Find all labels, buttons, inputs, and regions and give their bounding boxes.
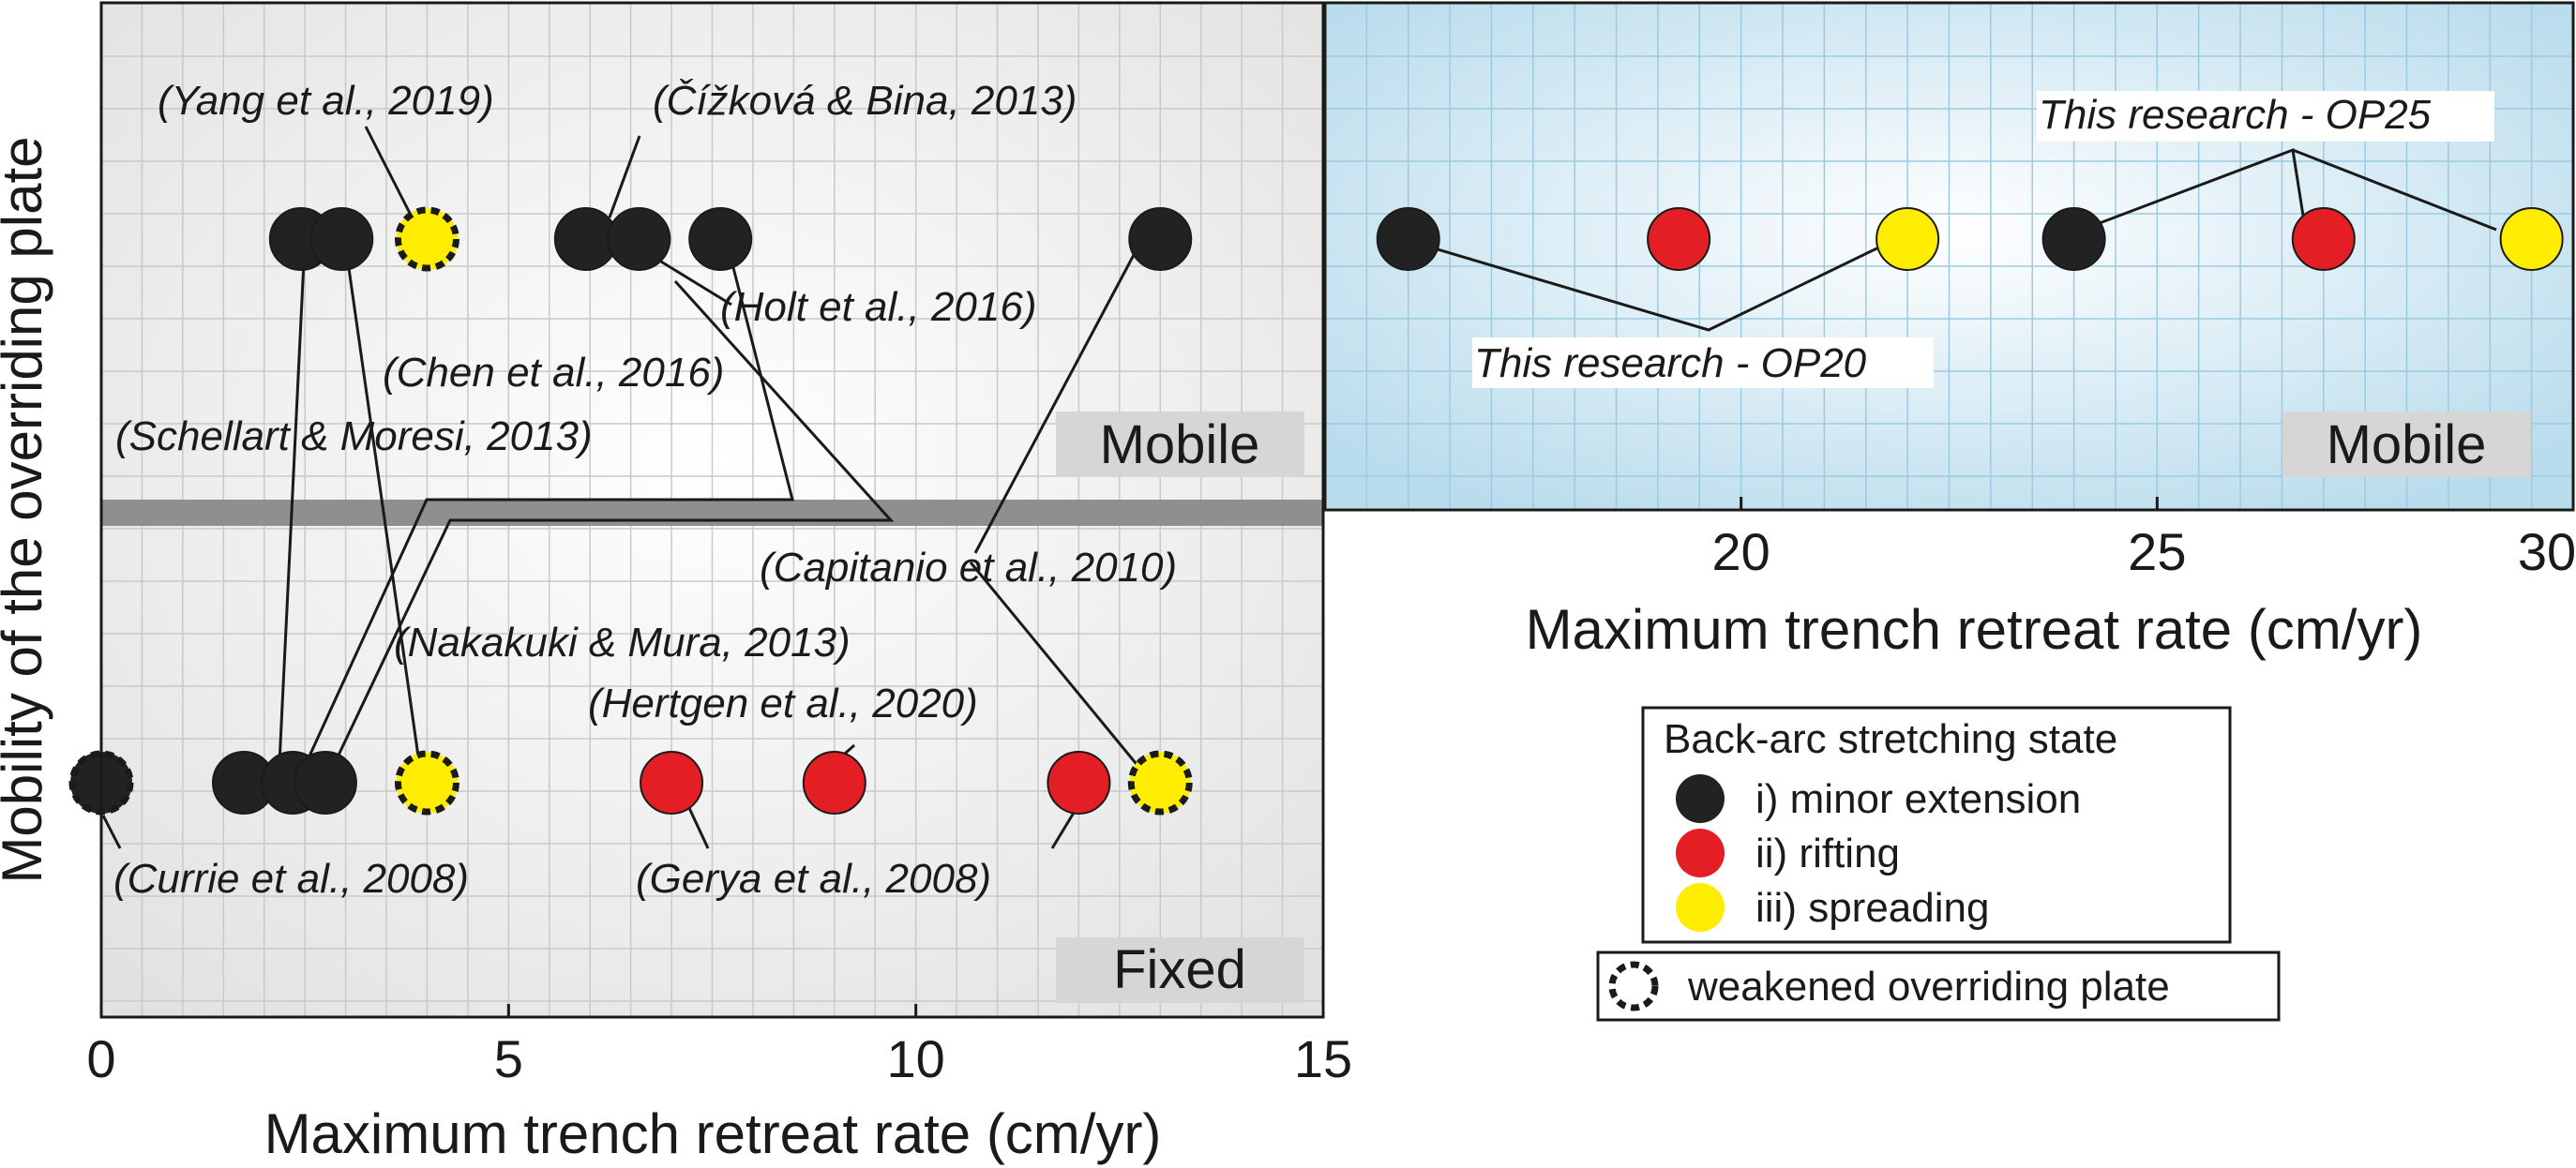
legend-box — [1641, 706, 2232, 944]
band-label-mobile: Mobile — [1100, 414, 1260, 475]
left-x-ticks: 0 5 10 15 — [86, 1004, 1352, 1088]
tick-label: 30 — [2518, 522, 2576, 581]
band-label-fixed: Fixed — [1113, 939, 1246, 1000]
legend-item-label: iii) spreading — [1755, 885, 1989, 931]
tick-label: 15 — [1294, 1029, 1352, 1088]
legend-items: i) minor extension ii) rifting iii) spread… — [1676, 774, 2081, 932]
mobile-fixed-divider — [101, 500, 1323, 526]
data-point — [1876, 207, 1940, 271]
data-point — [640, 751, 704, 815]
citations-left: (Yang et al., 2019) (Čížková & Bina, 201… — [113, 77, 1177, 902]
leader-lines-right — [1402, 147, 2497, 332]
data-point — [1047, 751, 1111, 815]
legend-item-label: i) minor extension — [1755, 776, 2081, 822]
tick-label: 20 — [1712, 522, 1770, 581]
band-label-right-mobile-box: Mobile — [2282, 412, 2531, 477]
data-point — [293, 751, 357, 815]
annotation-yang-2019: (Yang et al., 2019) — [158, 78, 494, 124]
data-point — [688, 207, 753, 271]
data-point — [2291, 207, 2356, 271]
data-point — [2499, 207, 2564, 271]
legend-title: Back-arc stretching state — [1664, 716, 2117, 762]
legend-swatch — [1676, 829, 1725, 877]
legend-swatch — [1676, 883, 1725, 932]
annotation-holt-2016: (Holt et al., 2016) — [720, 284, 1037, 330]
right-plot-frame — [1323, 1, 2575, 512]
annotation-schellart-moresi-2013: (Schellart & Moresi, 2013) — [115, 413, 593, 459]
data-point — [1127, 750, 1193, 816]
leader-lines-left — [101, 126, 1146, 849]
tick-label: 5 — [494, 1029, 523, 1088]
tick-label: 10 — [887, 1029, 945, 1088]
data-point — [1128, 207, 1193, 271]
tick-label: 25 — [2128, 522, 2186, 581]
legend-item-label: ii) rifting — [1755, 831, 1900, 876]
left-x-axis-label: Maximum trench retreat rate (cm/yr) — [264, 1102, 1162, 1165]
data-point — [607, 207, 671, 271]
data-point — [1647, 207, 1711, 271]
band-label-mobile-box: Mobile — [1056, 412, 1304, 477]
data-point — [394, 750, 459, 816]
tick-label: 0 — [86, 1029, 115, 1088]
annotation-cizkova-bina-2013: (Čížková & Bina, 2013) — [653, 77, 1077, 124]
right-x-axis-label: Maximum trench retreat rate (cm/yr) — [1526, 598, 2423, 661]
right-data-points — [1376, 207, 2564, 271]
right-annotations: This research - OP25 This research - OP2… — [1472, 91, 2494, 388]
y-axis-label: Mobility of the overriding plate — [0, 136, 53, 883]
right-panel: This research - OP25 This research - OP2… — [1323, 1, 2576, 661]
band-label-fixed-box: Fixed — [1056, 937, 1304, 1003]
weakened-legend-label: weakened overriding plate — [1687, 964, 2170, 1010]
annotation-gerya-2008: (Gerya et al., 2008) — [636, 856, 991, 902]
annotation-hertgen-2020: (Hertgen et al., 2020) — [588, 681, 978, 726]
annotation-chen-2016: (Chen et al., 2016) — [383, 350, 724, 396]
annotation-currie-2008: (Currie et al., 2008) — [113, 856, 469, 902]
data-point — [2041, 207, 2106, 271]
legend-swatch — [1676, 774, 1725, 823]
left-plot-frame — [99, 1, 1325, 1019]
data-point — [394, 206, 459, 272]
weakened-legend-swatch — [1608, 961, 1659, 1011]
data-point — [802, 751, 866, 815]
band-label-right-mobile: Mobile — [2327, 414, 2487, 475]
legend: Back-arc stretching state i) minor exten… — [1596, 706, 2281, 1022]
weakened-legend-box — [1596, 951, 2281, 1022]
annotation-op20: This research - OP20 — [1474, 340, 1867, 386]
annotation-op25: This research - OP25 — [2039, 92, 2432, 138]
data-point — [309, 207, 374, 271]
left-panel: Mobile Fixed (Yang et al., 2019) (Čížkov… — [0, 1, 1352, 1165]
annotation-nakakuki-mura-2013: (Nakakuki & Mura, 2013) — [394, 620, 851, 666]
right-x-ticks: 20 25 30 — [1712, 497, 2576, 581]
data-point — [1376, 207, 1440, 271]
annotation-capitanio-2010: (Capitanio et al., 2010) — [760, 545, 1177, 591]
